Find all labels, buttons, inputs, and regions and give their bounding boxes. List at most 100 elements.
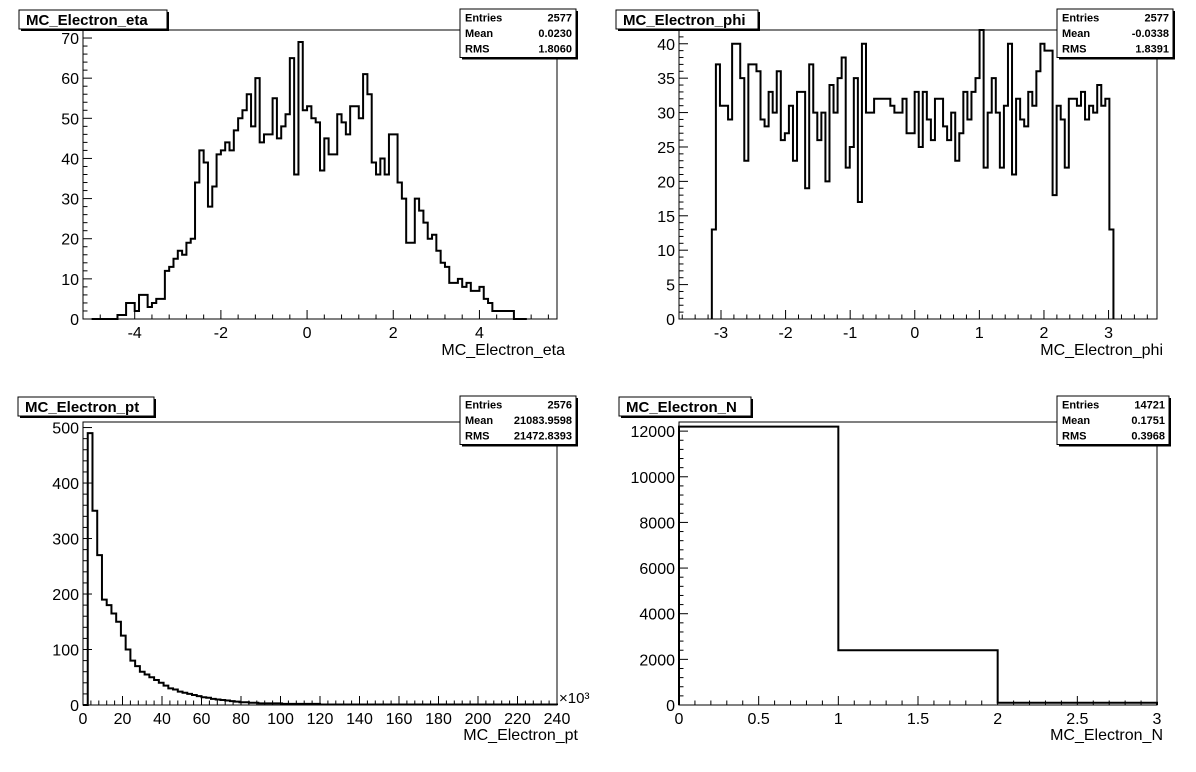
y-tick-label: 2000 <box>639 652 675 669</box>
y-tick-label: 40 <box>657 37 675 54</box>
stats-box <box>1056 8 1174 58</box>
plot-frame <box>678 29 1158 320</box>
histogram-line <box>91 41 527 320</box>
x-tick-label: 60 <box>193 711 211 728</box>
stats-box <box>1056 395 1170 445</box>
y-tick-label: 5 <box>666 278 675 295</box>
x-tick-label: 2 <box>993 711 1002 728</box>
stats-label: Entries <box>1062 400 1099 412</box>
x-tick-label: 3 <box>1153 711 1162 728</box>
y-tick-label: 500 <box>52 421 79 438</box>
stats-value: 0.3968 <box>1131 431 1165 443</box>
x-tick-label: 160 <box>386 711 413 728</box>
y-tick-label: 4000 <box>639 607 675 624</box>
x-tick-label: -1 <box>843 325 857 342</box>
x-axis-title: MC_Electron_N <box>1050 727 1163 744</box>
x-tick-label: -3 <box>714 325 728 342</box>
y-tick-label: 30 <box>61 192 79 209</box>
y-tick-label: 70 <box>61 31 79 48</box>
title-box <box>18 9 168 30</box>
stats-label: RMS <box>1062 44 1086 56</box>
y-tick-label: 10 <box>657 243 675 260</box>
y-tick-label: 10 <box>61 272 79 289</box>
stats-label: Mean <box>465 415 493 427</box>
stats-value: 2576 <box>548 400 572 412</box>
y-tick-label: 40 <box>61 151 79 168</box>
stats-value: -0.0338 <box>1132 28 1169 40</box>
x-tick-label: 2 <box>1040 325 1049 342</box>
x-tick-label: -2 <box>214 325 228 342</box>
y-tick-label: 30 <box>657 106 675 123</box>
y-tick-label: 100 <box>52 643 79 660</box>
x-tick-label: 2 <box>389 325 398 342</box>
x-tick-label: 0.5 <box>748 711 770 728</box>
stats-label: Entries <box>465 13 502 25</box>
x-tick-label: 140 <box>346 711 373 728</box>
y-tick-label: 0 <box>70 312 79 329</box>
histogram-line <box>710 29 1115 319</box>
x-tick-label: 40 <box>153 711 171 728</box>
x-tick-label: 200 <box>465 711 492 728</box>
stats-value: 2577 <box>548 13 572 25</box>
stats-label: Mean <box>465 28 493 40</box>
histogram-title: MC_Electron_N <box>626 399 737 416</box>
stats-box <box>459 395 577 445</box>
stats-label: Entries <box>465 400 502 412</box>
stats-value: 1.8060 <box>538 44 572 56</box>
histogram-line <box>678 425 1158 705</box>
x-tick-label: 180 <box>425 711 452 728</box>
y-tick-label: 15 <box>657 209 675 226</box>
x-tick-label: 3 <box>1104 325 1113 342</box>
stats-value: 2577 <box>1145 13 1169 25</box>
stats-value: 1.8391 <box>1135 44 1169 56</box>
stats-label: RMS <box>465 44 489 56</box>
y-tick-label: 60 <box>61 71 79 88</box>
y-tick-label: 8000 <box>639 515 675 532</box>
x-tick-label: 120 <box>307 711 334 728</box>
y-tick-label: 20 <box>657 174 675 191</box>
x-tick-label: 1.5 <box>907 711 929 728</box>
x-tick-label: 100 <box>267 711 294 728</box>
histogram-title: MC_Electron_pt <box>25 399 139 416</box>
x-tick-label: 220 <box>504 711 531 728</box>
stats-label: Mean <box>1062 415 1090 427</box>
x-axis-title: MC_Electron_phi <box>1040 342 1163 359</box>
x-axis-multiplier: ×10³ <box>559 690 589 707</box>
stats-label: RMS <box>1062 431 1086 443</box>
y-tick-label: 10000 <box>631 470 676 487</box>
y-tick-label: 25 <box>657 140 675 157</box>
x-tick-label: 0 <box>675 711 684 728</box>
y-tick-label: 400 <box>52 476 79 493</box>
title-box <box>17 396 155 417</box>
x-tick-label: 80 <box>232 711 250 728</box>
stats-box <box>459 8 577 58</box>
histogram-title: MC_Electron_eta <box>26 12 148 29</box>
x-tick-label: 20 <box>114 711 132 728</box>
y-tick-label: 20 <box>61 232 79 249</box>
x-tick-label: 0 <box>303 325 312 342</box>
stats-value: 14721 <box>1134 400 1165 412</box>
stats-label: Mean <box>1062 28 1090 40</box>
x-tick-label: 1 <box>975 325 984 342</box>
histogram-panel-2: -3 -2 -1 0 1 2 30510152025303540MC_Electron_ph… <box>615 8 1175 359</box>
y-tick-label: 0 <box>666 698 675 715</box>
title-box <box>618 396 752 417</box>
histogram-line <box>83 432 558 706</box>
x-tick-label: 1 <box>834 711 843 728</box>
x-tick-label: 0 <box>910 325 919 342</box>
y-tick-label: 0 <box>70 698 79 715</box>
histogram-title: MC_Electron_phi <box>623 12 746 29</box>
x-tick-label: -2 <box>778 325 792 342</box>
stats-value: 21472.8393 <box>514 431 572 443</box>
x-tick-label: 0 <box>79 711 88 728</box>
stats-value: 0.1751 <box>1131 415 1165 427</box>
plot-frame <box>82 421 558 706</box>
stats-value: 21083.9598 <box>514 415 572 427</box>
histogram-panel-3: 0 20 40 60 80 100 120 140 160 180 200 220 240 0 100 200… <box>17 395 589 744</box>
x-axis-title: MC_Electron_pt <box>463 727 578 744</box>
x-tick-label: 2.5 <box>1066 711 1088 728</box>
x-tick-label: -4 <box>128 325 142 342</box>
plot-frame <box>82 29 558 320</box>
x-axis-title: MC_Electron_eta <box>441 342 565 359</box>
